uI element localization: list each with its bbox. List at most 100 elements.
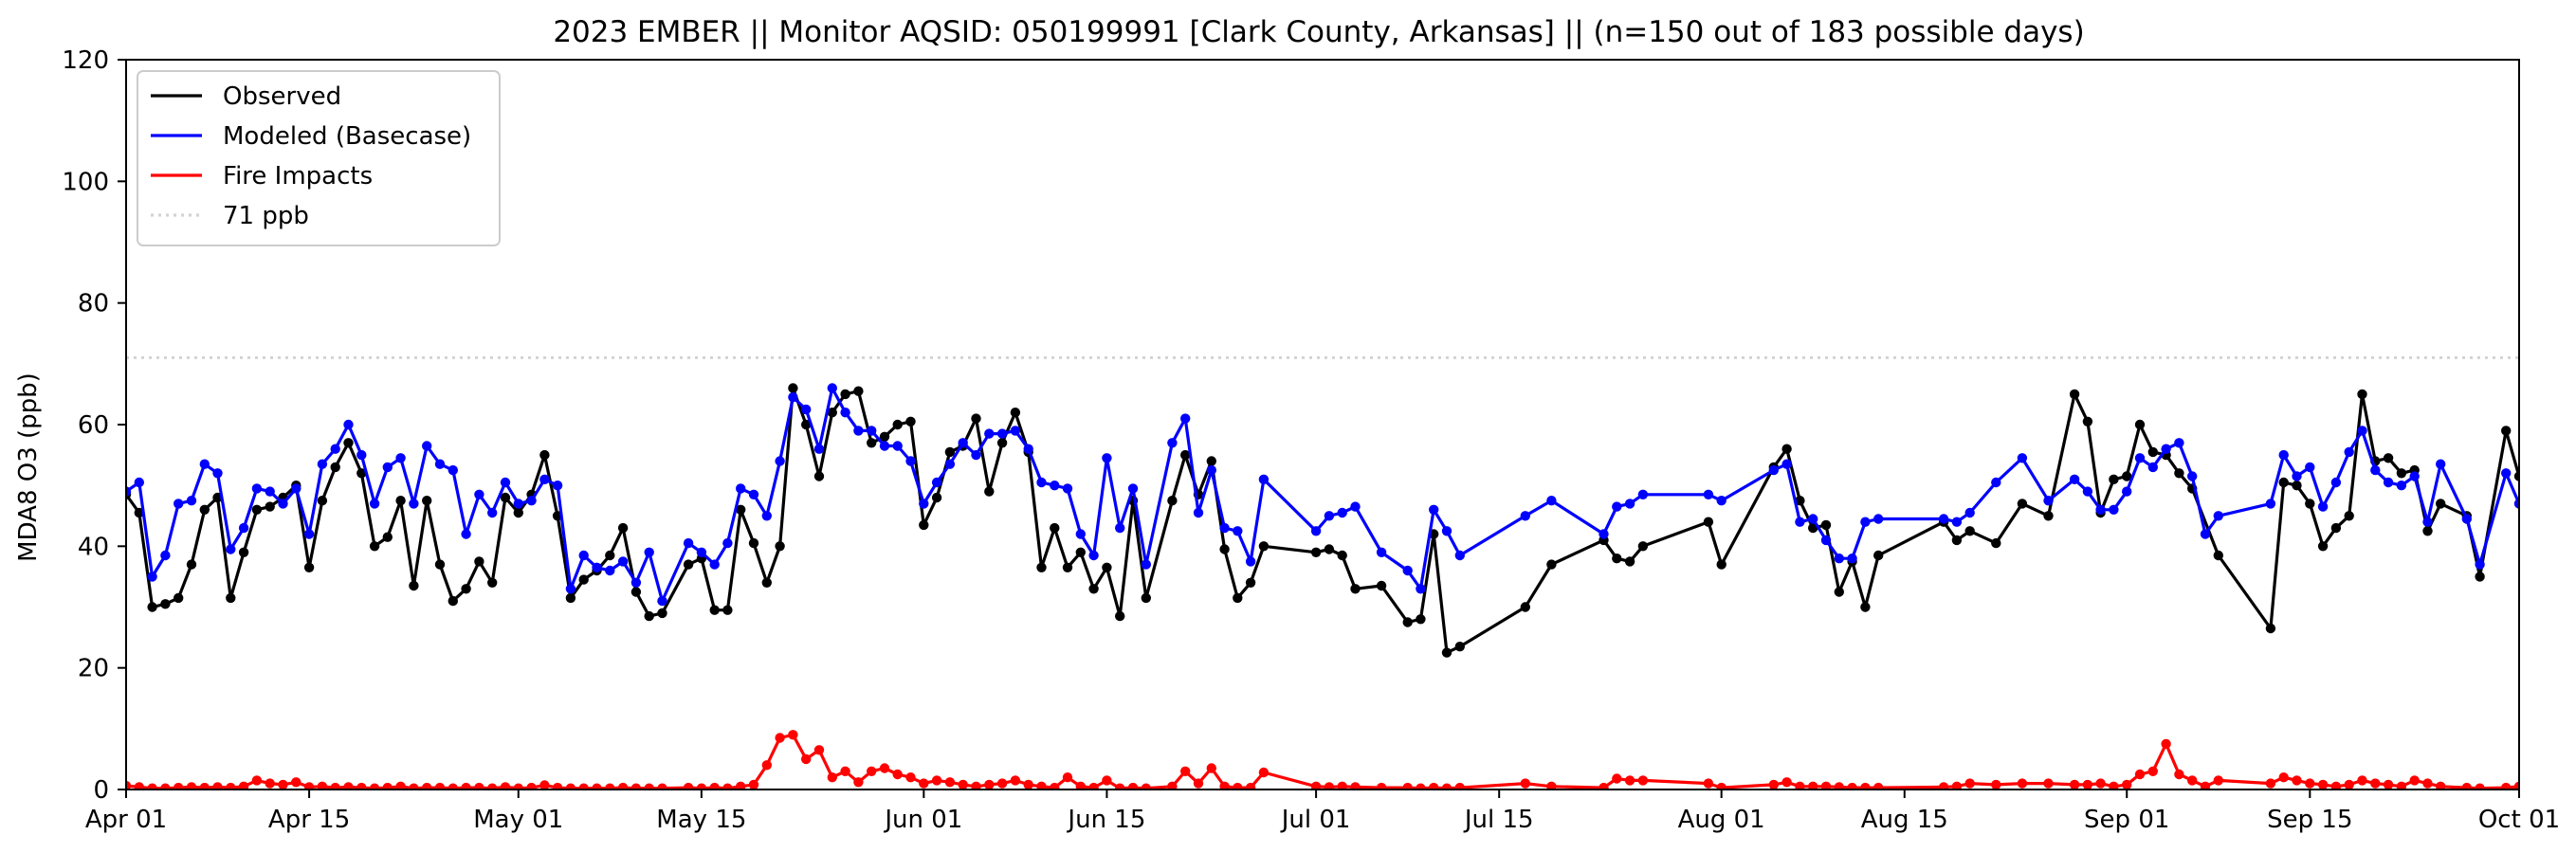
data-point-observed bbox=[1991, 537, 2001, 549]
data-point-modeled-basecase bbox=[395, 453, 406, 463]
data-point-fire-impacts bbox=[696, 783, 707, 789]
series-observed bbox=[126, 383, 2519, 658]
data-point-observed bbox=[788, 383, 798, 393]
data-point-fire-impacts bbox=[2147, 766, 2158, 776]
data-point-fire-impacts bbox=[1337, 781, 1347, 789]
data-point-modeled-basecase bbox=[2409, 471, 2420, 481]
y-axis-label-group: MDA8 O3 (ppb) bbox=[14, 372, 43, 562]
data-point-modeled-basecase bbox=[448, 464, 458, 476]
data-point-modeled-basecase bbox=[775, 456, 785, 466]
data-point-fire-impacts bbox=[1219, 781, 1230, 789]
data-point-fire-impacts bbox=[892, 769, 903, 780]
data-point-observed bbox=[2082, 416, 2093, 426]
data-point-modeled-basecase bbox=[1873, 514, 1884, 524]
data-point-fire-impacts bbox=[1520, 778, 1531, 789]
data-point-fire-impacts bbox=[827, 772, 837, 783]
data-point-modeled-basecase bbox=[905, 456, 916, 466]
data-point-fire-impacts bbox=[2292, 775, 2302, 786]
data-point-modeled-basecase bbox=[2109, 504, 2119, 515]
data-point-observed bbox=[1781, 444, 1792, 454]
data-point-modeled-basecase bbox=[696, 547, 707, 557]
data-point-modeled-basecase bbox=[552, 481, 563, 491]
data-point-fire-impacts bbox=[971, 781, 981, 789]
data-point-fire-impacts bbox=[1023, 779, 1033, 789]
data-point-observed bbox=[186, 559, 197, 570]
data-point-modeled-basecase bbox=[2174, 438, 2184, 448]
data-point-fire-impacts bbox=[1847, 782, 1857, 789]
data-point-modeled-basecase bbox=[1834, 554, 1845, 564]
data-point-modeled-basecase bbox=[840, 408, 850, 418]
data-point-fire-impacts bbox=[2383, 779, 2394, 789]
data-point-fire-impacts bbox=[1324, 782, 1335, 789]
data-point-observed bbox=[1520, 602, 1531, 612]
data-point-fire-impacts bbox=[1206, 763, 1217, 773]
data-point-modeled-basecase bbox=[199, 459, 210, 469]
data-point-fire-impacts bbox=[448, 783, 458, 789]
x-tick-label: May 15 bbox=[656, 806, 746, 834]
data-point-observed bbox=[761, 577, 772, 588]
data-point-fire-impacts bbox=[2122, 779, 2132, 789]
data-point-observed bbox=[2317, 541, 2329, 552]
data-point-observed bbox=[1873, 550, 1884, 561]
data-point-modeled-basecase bbox=[1991, 477, 2001, 488]
data-point-modeled-basecase bbox=[461, 529, 471, 539]
data-point-observed bbox=[500, 492, 511, 503]
data-point-fire-impacts bbox=[1820, 781, 1832, 789]
data-point-modeled-basecase bbox=[2122, 486, 2132, 497]
data-point-modeled-basecase bbox=[174, 499, 184, 509]
data-point-fire-impacts bbox=[2396, 781, 2407, 789]
data-point-modeled-basecase bbox=[919, 499, 929, 509]
data-point-fire-impacts bbox=[552, 782, 563, 789]
data-point-observed bbox=[709, 605, 720, 615]
data-point-observed bbox=[199, 504, 210, 515]
data-point-observed bbox=[827, 408, 837, 418]
data-point-observed bbox=[1167, 496, 1178, 506]
data-point-fire-impacts bbox=[931, 775, 942, 786]
data-point-modeled-basecase bbox=[1938, 514, 1949, 524]
y-axis-label: MDA8 O3 (ppb) bbox=[14, 372, 43, 562]
data-point-modeled-basecase bbox=[605, 565, 615, 576]
data-point-fire-impacts bbox=[2200, 781, 2211, 789]
data-point-fire-impacts bbox=[1062, 772, 1073, 783]
data-point-modeled-basecase bbox=[1350, 501, 1361, 512]
data-point-observed bbox=[879, 431, 890, 442]
data-point-fire-impacts bbox=[813, 745, 825, 755]
series-fire-impacts bbox=[126, 730, 2519, 789]
data-point-modeled-basecase bbox=[1088, 550, 1099, 561]
x-tick-label: Aug 01 bbox=[1678, 806, 1765, 834]
data-point-observed bbox=[2109, 474, 2119, 484]
data-point-observed bbox=[238, 547, 249, 557]
data-point-modeled-basecase bbox=[958, 438, 968, 448]
data-point-observed bbox=[1637, 541, 1649, 552]
data-point-modeled-basecase bbox=[2396, 481, 2407, 491]
data-point-fire-impacts bbox=[2501, 782, 2512, 789]
data-point-fire-impacts bbox=[343, 782, 354, 789]
data-point-modeled-basecase bbox=[1050, 481, 1060, 491]
data-point-fire-impacts bbox=[748, 779, 759, 789]
data-point-modeled-basecase bbox=[853, 426, 864, 436]
data-point-observed bbox=[984, 486, 995, 497]
data-point-fire-impacts bbox=[226, 782, 236, 789]
data-point-fire-impacts bbox=[1429, 782, 1439, 789]
data-point-observed bbox=[1219, 544, 1230, 554]
data-point-modeled-basecase bbox=[2134, 453, 2146, 463]
data-point-observed bbox=[539, 449, 550, 461]
data-point-observed bbox=[1310, 547, 1322, 557]
data-point-observed bbox=[2330, 522, 2342, 534]
data-point-modeled-basecase bbox=[474, 489, 484, 499]
data-point-observed bbox=[748, 537, 759, 549]
data-point-modeled-basecase bbox=[1703, 489, 1714, 499]
data-point-observed bbox=[1036, 562, 1047, 572]
data-point-observed bbox=[2174, 468, 2184, 479]
data-point-fire-impacts bbox=[1036, 781, 1047, 789]
data-point-observed bbox=[736, 504, 746, 515]
data-point-modeled-basecase bbox=[317, 459, 328, 469]
data-point-observed bbox=[1820, 519, 1832, 531]
data-point-observed bbox=[2383, 453, 2394, 463]
data-point-modeled-basecase bbox=[944, 459, 956, 469]
data-point-fire-impacts bbox=[996, 778, 1008, 789]
data-point-observed bbox=[2501, 426, 2512, 436]
data-point-modeled-basecase bbox=[2344, 446, 2354, 458]
y-tick-label: 20 bbox=[78, 655, 109, 683]
data-point-modeled-basecase bbox=[134, 477, 144, 488]
